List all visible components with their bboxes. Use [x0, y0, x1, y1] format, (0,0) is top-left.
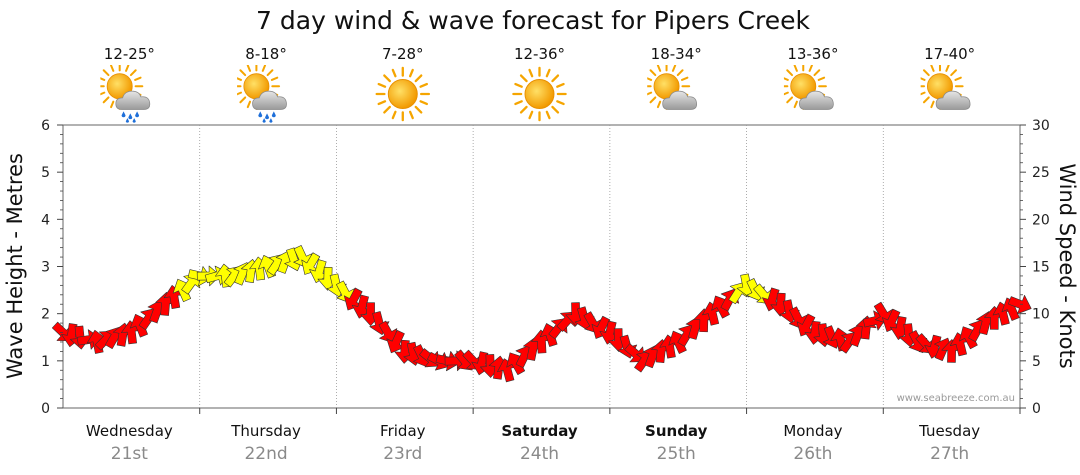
wind-arrow — [1007, 294, 1032, 315]
day-name-label: Thursday — [230, 422, 301, 440]
wind-arrow — [343, 287, 363, 311]
right-tick-label: 0 — [1032, 401, 1041, 417]
temperature-label: 8-18° — [245, 45, 287, 63]
watermark: www.seabreeze.com.au — [897, 393, 1015, 404]
wind-arrow — [378, 320, 398, 344]
day-name-label: Sunday — [645, 422, 708, 440]
left-tick-label: 3 — [41, 260, 50, 276]
gridlines — [199, 125, 884, 408]
right-tick-label: 30 — [1032, 118, 1050, 134]
sun-cloud-icon — [781, 64, 834, 110]
left-tick-label: 0 — [41, 401, 50, 417]
day-name-label: Tuesday — [918, 422, 980, 440]
wind-arrow — [386, 330, 406, 354]
right-tick-label: 10 — [1032, 307, 1050, 323]
day-name-label: Friday — [380, 422, 426, 440]
left-axis-label: Wave Height - Metres — [3, 153, 27, 379]
wind-arrow — [796, 313, 816, 337]
day-date-label: 24th — [520, 444, 559, 464]
weather-icon-row — [97, 64, 970, 123]
sun-cloud-rain-icon — [234, 64, 287, 123]
day-date-label: 22nd — [244, 444, 287, 464]
day-date-label: 23rd — [383, 444, 422, 464]
day-name-label: Wednesday — [86, 422, 173, 440]
wind-arrow-series — [51, 245, 1032, 383]
temperature-label: 18-34° — [651, 45, 702, 63]
temperature-label: 12-25° — [104, 45, 155, 63]
temperature-row: 12-25° 8-18° 7-28° 12-36° 18-34° 13-36° 17-40° — [104, 45, 975, 63]
temperature-label: 7-28° — [382, 45, 424, 63]
sun-cloud-rain-icon — [97, 64, 150, 123]
right-tick-label: 25 — [1032, 165, 1050, 181]
sun-cloud-icon — [917, 64, 970, 110]
sun-icon — [512, 66, 567, 122]
day-date-label: 26th — [793, 444, 832, 464]
temperature-label: 13-36° — [787, 45, 838, 63]
left-tick-label: 2 — [41, 307, 50, 323]
temperature-label: 17-40° — [924, 45, 975, 63]
day-date-label: 27th — [930, 444, 969, 464]
right-axis-label: Wind Speed - Knots — [1055, 163, 1079, 368]
right-tick-label: 20 — [1032, 212, 1050, 228]
left-tick-label: 1 — [41, 354, 50, 370]
wind-arrow — [624, 343, 645, 363]
left-axis-ticks: 0 1 2 3 4 5 6 — [41, 118, 63, 417]
sun-icon — [375, 66, 431, 122]
left-tick-label: 6 — [41, 118, 50, 134]
left-tick-label: 5 — [41, 165, 50, 181]
day-name-label: Monday — [783, 422, 842, 440]
day-date-label: 21st — [111, 444, 148, 464]
x-axis-days: Wednesday 21st Thursday 22nd Friday 23rd Satur… — [86, 408, 1021, 464]
right-tick-label: 5 — [1032, 354, 1041, 370]
chart-title: 7 day wind & wave forecast for Pipers Cr… — [256, 6, 810, 35]
right-axis-ticks: 0 5 10 15 20 25 30 — [1020, 118, 1050, 417]
sun-cloud-icon — [644, 64, 697, 110]
day-date-label: 25th — [657, 444, 696, 464]
plot-area — [62, 124, 1021, 409]
wind-arrow — [882, 308, 901, 332]
day-name-label: Saturday — [501, 422, 578, 440]
wind-arrow — [301, 252, 321, 275]
wind-arrow — [873, 301, 893, 325]
right-tick-label: 15 — [1032, 260, 1050, 276]
temperature-label: 12-36° — [514, 45, 565, 63]
left-tick-label: 4 — [41, 212, 50, 228]
